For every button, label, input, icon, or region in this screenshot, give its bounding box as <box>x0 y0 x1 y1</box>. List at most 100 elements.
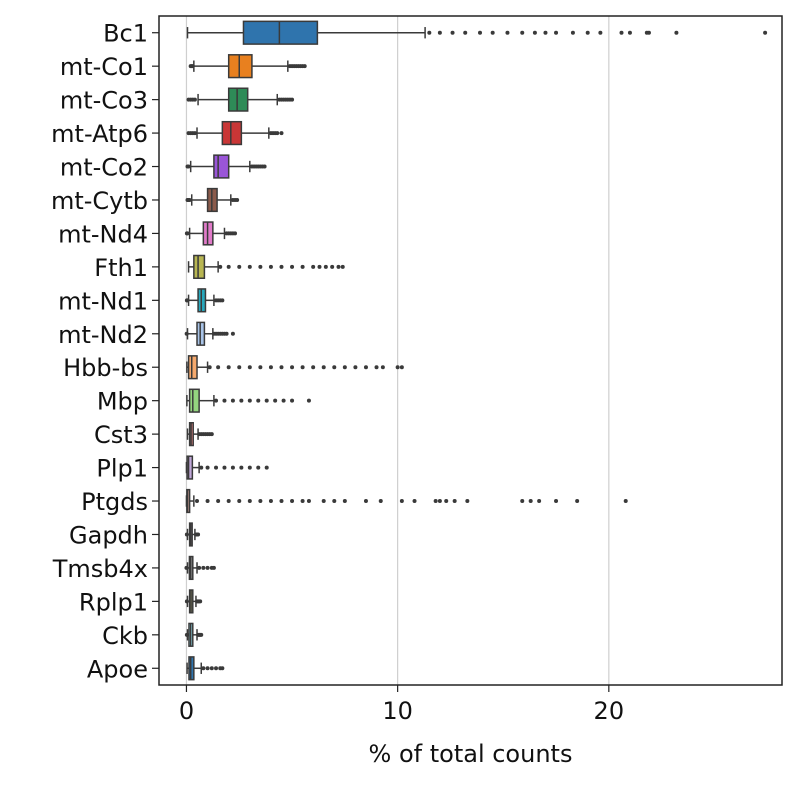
y-axis-ticks: Bc1 mt-Co1 mt-Co3 mt-Atp6 mt-Co2 mt-Cytb mt-Nd… <box>51 20 159 683</box>
outlier-point <box>184 632 189 637</box>
outlier-point <box>192 131 197 136</box>
outlier-point <box>184 565 189 570</box>
outlier-point <box>427 30 432 35</box>
outlier-point <box>302 64 307 69</box>
y-tick-label: Mbp <box>97 388 148 416</box>
outlier-point <box>205 465 210 470</box>
x-tick-label: 20 <box>594 697 625 725</box>
box-mbp <box>186 388 311 413</box>
outlier-point <box>247 365 252 370</box>
outlier-point <box>290 97 295 102</box>
outlier-point <box>184 532 189 537</box>
box-series <box>184 20 768 681</box>
x-tick-label: 10 <box>382 697 413 725</box>
outlier-point <box>290 499 295 504</box>
outlier-point <box>623 499 628 504</box>
outlier-point <box>222 465 227 470</box>
box-mt-nd1 <box>184 288 225 313</box>
outlier-point <box>763 30 768 35</box>
outlier-point <box>275 131 280 136</box>
y-tick-label: mt-Nd1 <box>58 287 148 315</box>
outlier-point <box>199 465 204 470</box>
outlier-point <box>465 499 470 504</box>
x-axis-label: % of total counts <box>369 740 573 768</box>
outlier-point <box>570 30 575 35</box>
outlier-point <box>279 365 284 370</box>
outlier-point <box>353 365 358 370</box>
outlier-point <box>399 499 404 504</box>
outlier-point <box>505 30 510 35</box>
outlier-point <box>374 365 379 370</box>
outlier-point <box>450 30 455 35</box>
outlier-point <box>380 365 385 370</box>
outlier-point <box>205 565 210 570</box>
outlier-point <box>195 499 200 504</box>
box-tmsb4x <box>184 555 216 581</box>
box-mt-cytb <box>185 187 240 213</box>
y-tick-label: Ckb <box>102 622 148 650</box>
box-mt-nd2 <box>184 321 235 346</box>
outlier-point <box>264 398 269 403</box>
y-tick-label: Cst3 <box>94 421 148 449</box>
box-ptgds <box>185 488 628 514</box>
y-tick-label: mt-Co1 <box>60 53 148 81</box>
outlier-point <box>395 365 400 370</box>
outlier-point <box>300 264 305 269</box>
outlier-point <box>184 599 189 604</box>
y-tick-label: mt-Nd4 <box>58 220 148 248</box>
outlier-point <box>230 331 235 336</box>
outlier-point <box>575 499 580 504</box>
outlier-point <box>554 499 559 504</box>
outlier-point <box>336 264 341 269</box>
y-tick-label: Tmsb4x <box>52 555 148 583</box>
y-tick-label: mt-Co3 <box>60 87 148 115</box>
iqr-box <box>188 388 200 413</box>
outlier-point <box>216 499 221 504</box>
outlier-point <box>306 499 311 504</box>
y-tick-label: mt-Nd2 <box>58 321 148 349</box>
outlier-point <box>264 465 269 470</box>
outlier-point <box>205 666 210 671</box>
outlier-point <box>247 264 252 269</box>
box-ckb <box>184 622 204 647</box>
outlier-point <box>201 666 206 671</box>
outlier-point <box>205 499 210 504</box>
outlier-point <box>237 499 242 504</box>
outlier-point <box>433 499 438 504</box>
box-mt-atp6 <box>186 120 284 146</box>
outlier-point <box>290 365 295 370</box>
outlier-point <box>412 499 417 504</box>
outlier-point <box>585 30 590 35</box>
outlier-point <box>554 30 559 35</box>
outlier-point <box>520 499 525 504</box>
outlier-point <box>226 499 231 504</box>
outlier-point <box>619 30 624 35</box>
outlier-point <box>537 499 542 504</box>
outlier-point <box>281 398 286 403</box>
outlier-point <box>342 499 347 504</box>
iqr-box <box>193 254 206 279</box>
outlier-point <box>239 465 244 470</box>
outlier-point <box>279 264 284 269</box>
outlier-point <box>214 465 219 470</box>
y-tick-label: Apoe <box>87 655 148 683</box>
outlier-point <box>342 365 347 370</box>
outlier-point <box>478 30 483 35</box>
box-plp1 <box>185 455 269 480</box>
outlier-point <box>262 164 267 169</box>
outlier-point <box>258 264 263 269</box>
outlier-point <box>399 365 404 370</box>
outlier-point <box>187 197 192 202</box>
outlier-point <box>543 30 548 35</box>
outlier-point <box>185 298 190 303</box>
outlier-point <box>363 365 368 370</box>
y-tick-label: Gapdh <box>69 521 148 549</box>
outlier-point <box>268 365 273 370</box>
y-tick-label: Bc1 <box>103 20 148 48</box>
outlier-point <box>222 398 227 403</box>
outlier-point <box>209 432 214 437</box>
outlier-point <box>306 398 311 403</box>
outlier-point <box>646 30 651 35</box>
y-tick-label: mt-Atp6 <box>51 120 148 148</box>
